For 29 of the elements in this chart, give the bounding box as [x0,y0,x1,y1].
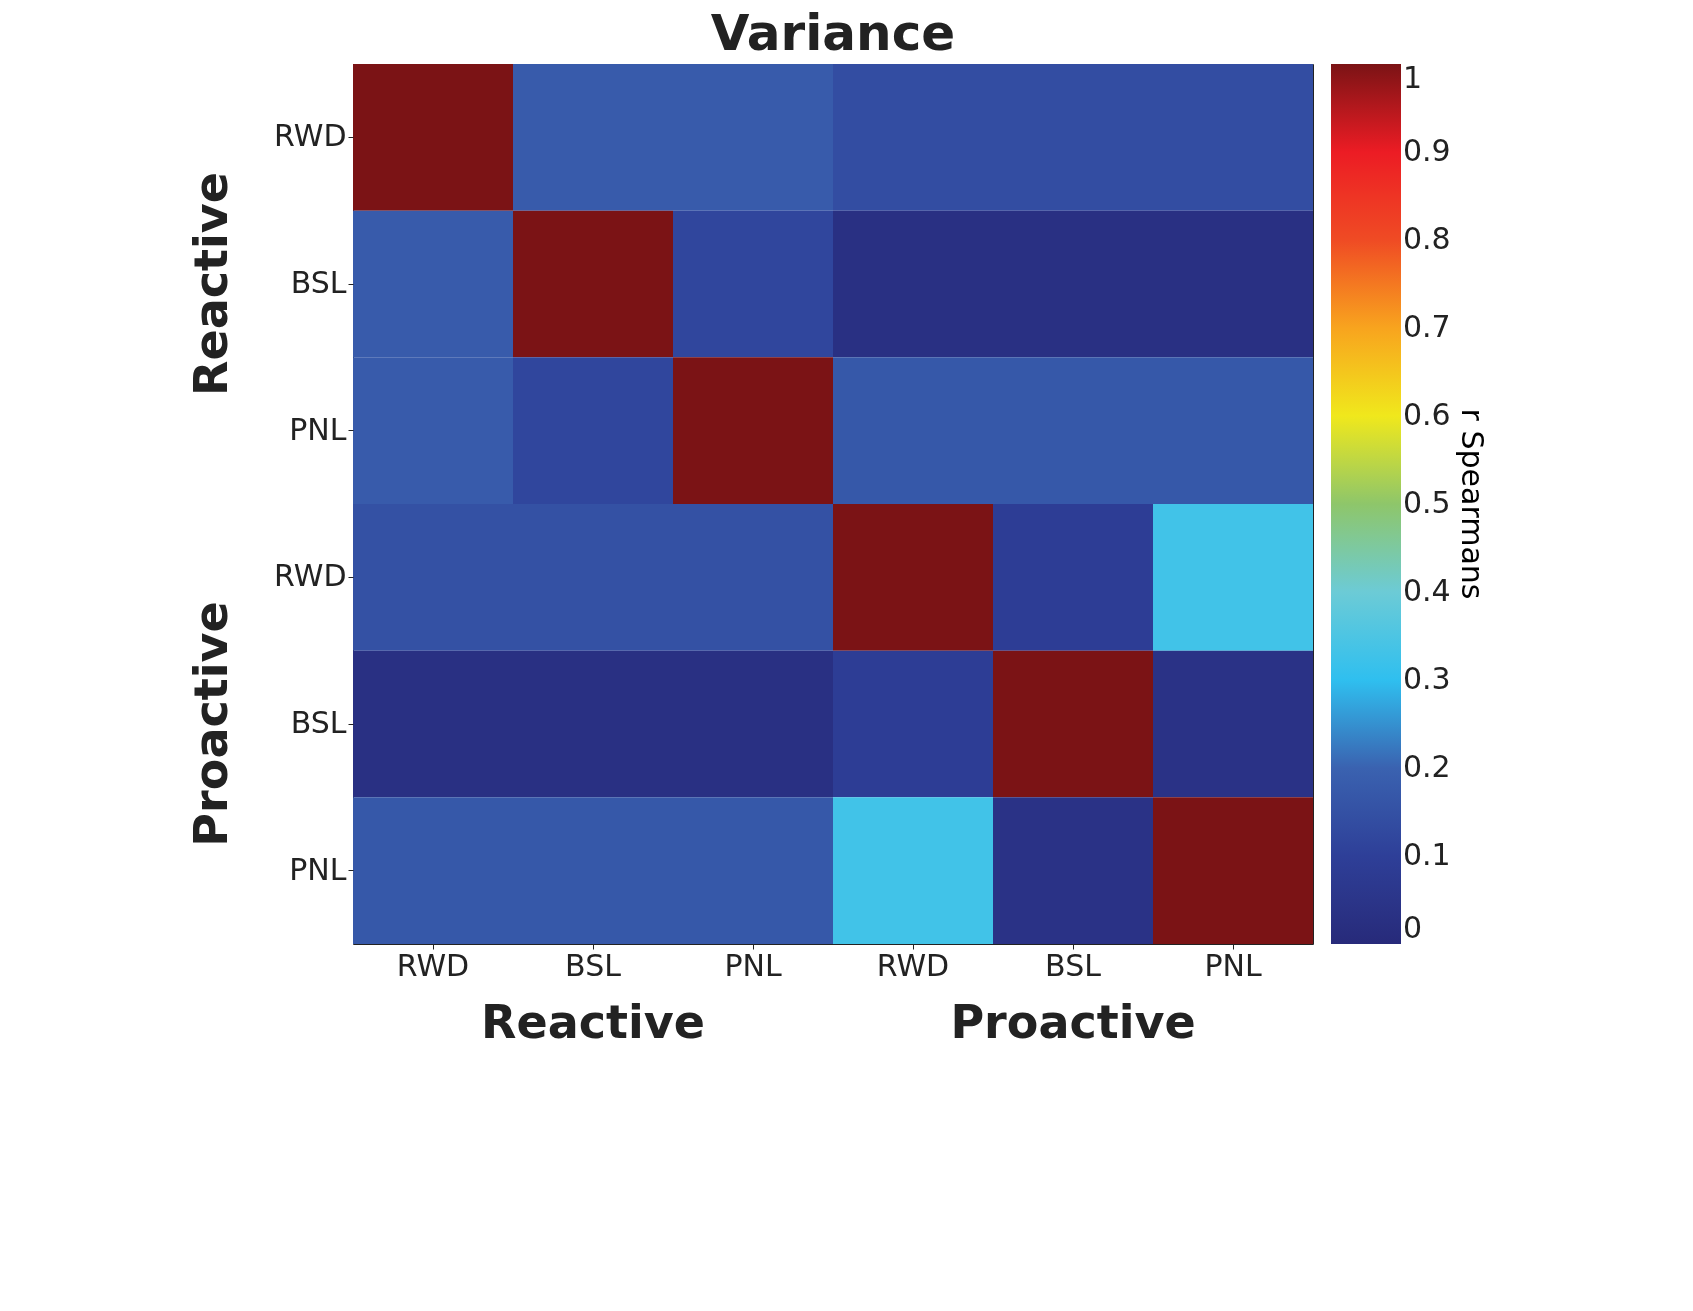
color-bar-label: 0.7 [1403,309,1451,344]
y-tick-label: RWD [274,118,347,154]
color-bar-label: 0 [1403,910,1423,945]
x-tick-label: BSL [565,947,622,983]
chart-title: Variance [710,4,956,62]
y-tick-label: BSL [290,705,347,740]
y-tick-label: RWD [274,558,347,594]
color-bar-label: 0.8 [1403,221,1451,256]
x-tick-label: RWD [876,947,950,983]
color-bar-label: 0.9 [1403,133,1451,168]
y-tick-label: PNL [289,851,347,887]
text: Proactive [950,995,1196,1049]
color-bar-label: 0.1 [1403,837,1451,872]
text: Reactive [481,995,705,1049]
color-bar-label: 0.2 [1403,749,1451,784]
color-bar-label: 0.5 [1403,485,1451,520]
x-tick-label: PNL [1204,947,1262,983]
color-bar-label: 0.4 [1403,573,1451,608]
color-bar-title: r Spearmans [1455,408,1490,600]
x-tick-label: BSL [1045,947,1102,983]
color-bar-label: 1 [1403,60,1423,95]
x-tick-label: PNL [724,947,782,983]
y-tick-label: PNL [289,411,347,447]
y-tick-label: BSL [290,265,347,300]
color-bar-label: 0.6 [1403,397,1451,432]
x-tick-label: RWD [396,947,470,983]
text: Reactive [184,172,238,396]
color-bar-label: 0.3 [1403,661,1451,696]
text: Proactive [184,601,238,847]
